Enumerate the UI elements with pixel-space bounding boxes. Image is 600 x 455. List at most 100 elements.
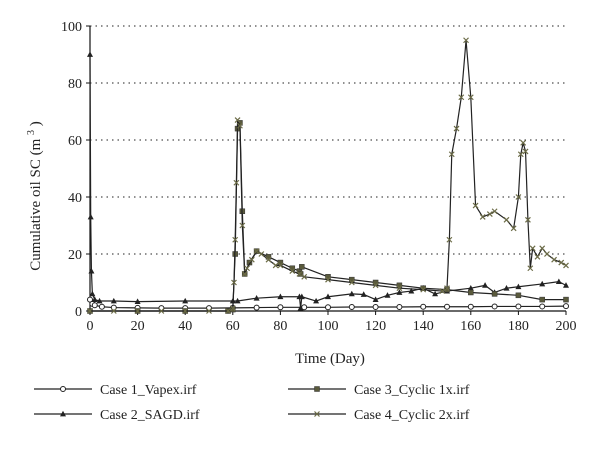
series-layer — [87, 37, 569, 314]
legend-marker-1 — [60, 386, 66, 392]
legend-label-1: Case 1_Vapex.irf — [100, 383, 197, 398]
series-4-point-15 — [244, 265, 251, 272]
series-4-point-37-stroke-b — [467, 94, 474, 101]
series-4-point-27 — [372, 282, 379, 289]
series-2-point-12 — [277, 293, 284, 300]
series-2-point-5 — [96, 297, 103, 304]
x-tick-label-100: 100 — [318, 319, 339, 334]
series-4-point-3 — [158, 308, 165, 314]
series-4-point-26-stroke-b — [348, 279, 355, 286]
series-4-point-19 — [265, 256, 272, 263]
series-4-point-52-stroke-b — [539, 245, 546, 252]
series-1-point-10 — [253, 304, 260, 311]
series-4-point-51-stroke-b — [534, 253, 541, 260]
series-4-point-51 — [534, 253, 541, 260]
series-4-point-22-stroke-b — [289, 268, 296, 275]
series-4-point-47 — [522, 148, 529, 155]
series-3-point-22 — [420, 285, 426, 291]
legend-marker-4-stroke-b — [314, 411, 320, 417]
series-4-point-41-stroke-b — [491, 208, 498, 215]
series-2-point-6 — [110, 297, 117, 304]
series-1-point-14 — [348, 304, 355, 311]
series-2-point-27 — [467, 285, 474, 291]
series-1-point-4 — [110, 304, 117, 311]
series-4-point-36 — [463, 37, 469, 44]
series-4-point-1 — [110, 308, 117, 314]
series-4-point-33-stroke-b — [448, 151, 455, 158]
series-2-point-4 — [91, 296, 98, 302]
series-4-point-56 — [563, 262, 569, 269]
series-2-point-22 — [396, 289, 403, 295]
series-3-point-25 — [491, 291, 498, 297]
series-2 — [87, 51, 569, 311]
series-4-point-54-stroke-b — [551, 256, 558, 263]
series-4-point-38-stroke-b — [472, 202, 479, 209]
series-2-point-33 — [555, 278, 562, 285]
series-4-point-0-stroke-b — [87, 308, 93, 314]
series-2-point-0 — [87, 51, 93, 57]
series-2-point-23 — [408, 287, 415, 294]
series-1-point-22 — [539, 303, 546, 310]
series-2-point-15 — [298, 293, 305, 300]
series-2-point-19 — [360, 291, 367, 297]
series-4-point-35 — [458, 94, 465, 101]
series-4-point-44 — [515, 194, 522, 200]
series-4-point-45 — [517, 151, 524, 158]
series-2-point-32 — [539, 280, 546, 287]
series-4-point-34-stroke-b — [453, 125, 460, 132]
series-4-point-46 — [520, 139, 527, 146]
series-4-point-49 — [527, 265, 534, 272]
y-tick-label-0: 0 — [75, 305, 82, 320]
series-4-point-18-stroke-b — [258, 251, 265, 257]
series-4-point-6-stroke-b — [225, 308, 231, 314]
legend-item-1: Case 1_Vapex.irf — [34, 383, 197, 398]
series-2-point-1 — [87, 213, 94, 220]
series-4-point-49-stroke-b — [527, 265, 534, 272]
x-tick-label-80: 80 — [273, 319, 287, 334]
series-4-point-11-stroke-b — [234, 117, 241, 123]
series-4-point-13-stroke-b — [239, 222, 246, 229]
series-1-point-11 — [277, 304, 284, 311]
series-4-point-5-stroke-b — [206, 308, 212, 314]
series-4-point-12-stroke-b — [237, 122, 243, 129]
legend-layer: Case 1_Vapex.irf Case 2_SAGD.irf Case 3_Cy… — [34, 383, 470, 423]
series-3-point-24 — [468, 289, 474, 296]
y-axis-label-main: Cumulative oil SC (m — [28, 138, 44, 270]
series-4-point-19-stroke-b — [265, 256, 272, 263]
series-4-point-34 — [453, 125, 460, 132]
legend-marker-4 — [314, 411, 320, 417]
series-4-point-37 — [467, 94, 474, 101]
series-4-point-24 — [301, 273, 308, 280]
series-4-point-13 — [239, 222, 246, 229]
series-4-point-43 — [510, 225, 517, 232]
series-4-point-24-stroke-b — [301, 273, 308, 280]
series-4-point-38 — [472, 202, 479, 209]
series-4-point-20-stroke-b — [272, 262, 279, 269]
series-4-point-50 — [529, 245, 536, 252]
series-4-point-42-stroke-b — [503, 216, 510, 223]
series-4-point-44-stroke-b — [515, 194, 522, 200]
y-tick-label-60: 60 — [68, 134, 82, 149]
series-2-point-31 — [515, 283, 522, 290]
series-4-point-42 — [503, 216, 510, 223]
series-4-point-23-stroke-b — [296, 271, 303, 277]
series-1-point-17 — [420, 303, 427, 310]
x-tick-label-200: 200 — [556, 319, 577, 334]
series-4-point-2 — [134, 308, 141, 314]
series-4-point-32 — [446, 236, 453, 243]
series-4-point-21-stroke-b — [277, 262, 284, 269]
y-axis-label-closing: ) — [28, 121, 44, 126]
series-2-point-8 — [182, 297, 189, 304]
series-2-point-30 — [503, 285, 510, 291]
series-4-point-35-stroke-b — [458, 94, 465, 101]
series-4-point-9 — [232, 236, 239, 243]
y-tick-label-40: 40 — [68, 191, 82, 206]
series-4-point-4-stroke-b — [182, 308, 189, 314]
series-2-point-25 — [432, 290, 439, 297]
series-4-point-7-stroke-b — [229, 305, 236, 312]
x-tick-label-120: 120 — [365, 319, 386, 334]
series-4-point-30-stroke-b — [439, 288, 446, 294]
series-4-point-9-stroke-b — [232, 236, 239, 243]
series-1-point-18 — [444, 303, 450, 310]
